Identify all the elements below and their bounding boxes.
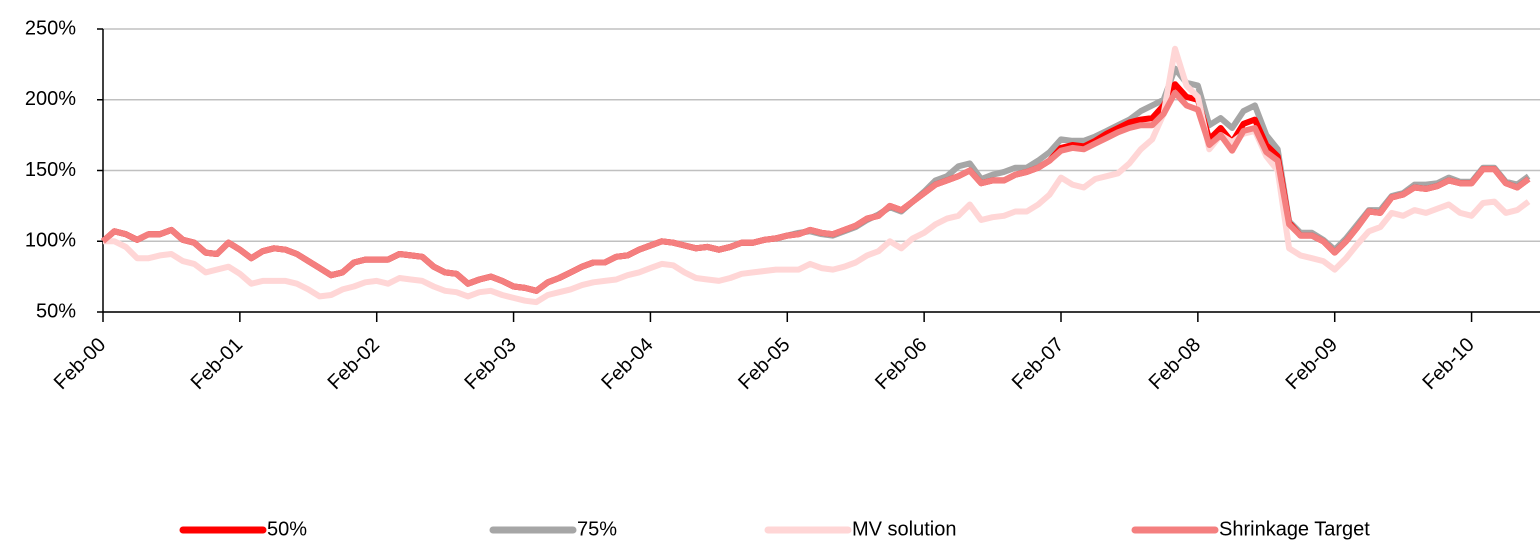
x-tick-label: Feb-07 <box>1008 334 1068 394</box>
x-tick-label: Feb-05 <box>734 334 794 394</box>
legend-label: MV solution <box>852 518 957 540</box>
y-tick-label: 50% <box>36 300 76 322</box>
series-line <box>103 45 1531 306</box>
x-tick-label: Feb-06 <box>871 334 931 394</box>
y-tick-label: 250% <box>25 17 76 39</box>
x-tick-label: Feb-00 <box>50 334 110 394</box>
y-tick-label: 200% <box>25 88 76 110</box>
x-tick-label: Feb-04 <box>597 334 657 394</box>
x-tick-label: Feb-09 <box>1282 334 1342 394</box>
legend-label: 50% <box>267 518 307 540</box>
y-tick-label: 150% <box>25 159 76 181</box>
x-tick-label: Feb-10 <box>1418 334 1478 394</box>
x-tick-label: Feb-01 <box>187 334 247 394</box>
x-tick-label: Feb-08 <box>1145 334 1205 394</box>
legend-label: 75% <box>577 518 617 540</box>
legend-label: Shrinkage Target <box>1219 518 1370 540</box>
x-tick-label: Feb-02 <box>324 334 384 394</box>
y-tick-label: 100% <box>25 230 76 252</box>
x-tick-label: Feb-03 <box>460 334 520 394</box>
series-line <box>101 89 1531 294</box>
